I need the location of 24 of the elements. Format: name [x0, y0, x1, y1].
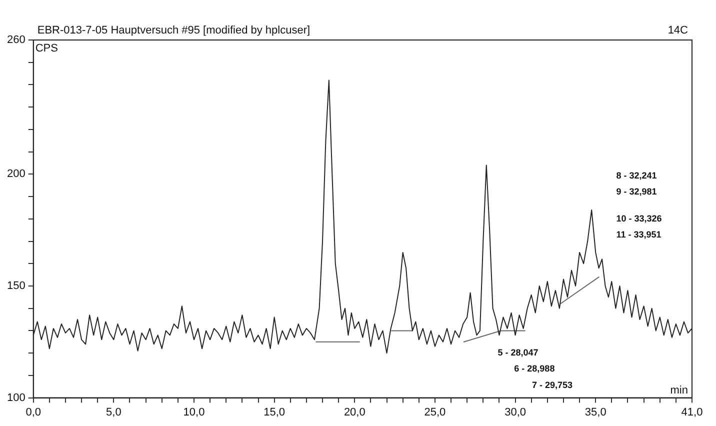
- chart-title: EBR-013-7-05 Hauptversuch #95 [modified by hplcuser]: [37, 24, 310, 37]
- annotation: 6 - 28,988: [514, 364, 555, 374]
- annotation: 5 - 28,047: [498, 348, 538, 358]
- annotation: 9 - 32,981: [616, 186, 657, 197]
- x-tick-label: 10,0: [183, 406, 205, 418]
- x-tick-label: 30,0: [504, 406, 526, 418]
- annotation: 10 - 33,326: [616, 213, 662, 224]
- y-tick-label: 100: [6, 392, 26, 404]
- x-tick-label: 15,0: [264, 406, 286, 418]
- y-tick-label: 260: [6, 34, 26, 46]
- x-axis-title: min: [670, 384, 688, 396]
- x-tick-label: 35,0: [584, 406, 606, 418]
- x-tick-label: 25,0: [424, 406, 446, 418]
- text: 14C: [668, 24, 688, 37]
- annotation: 7 - 29,753: [532, 380, 572, 390]
- x-tick-label: 41,0: [681, 406, 703, 418]
- y-axis-title: CPS: [35, 42, 58, 55]
- x-tick-label: 20,0: [344, 406, 366, 418]
- x-tick-label: 5,0: [106, 406, 122, 418]
- x-tick-label: 0,0: [26, 406, 41, 418]
- y-tick-label: 200: [6, 168, 26, 180]
- annotation: 8 - 32,241: [616, 170, 657, 180]
- y-tick-label: 150: [6, 280, 26, 292]
- annotation: 11 - 33,951: [616, 229, 662, 240]
